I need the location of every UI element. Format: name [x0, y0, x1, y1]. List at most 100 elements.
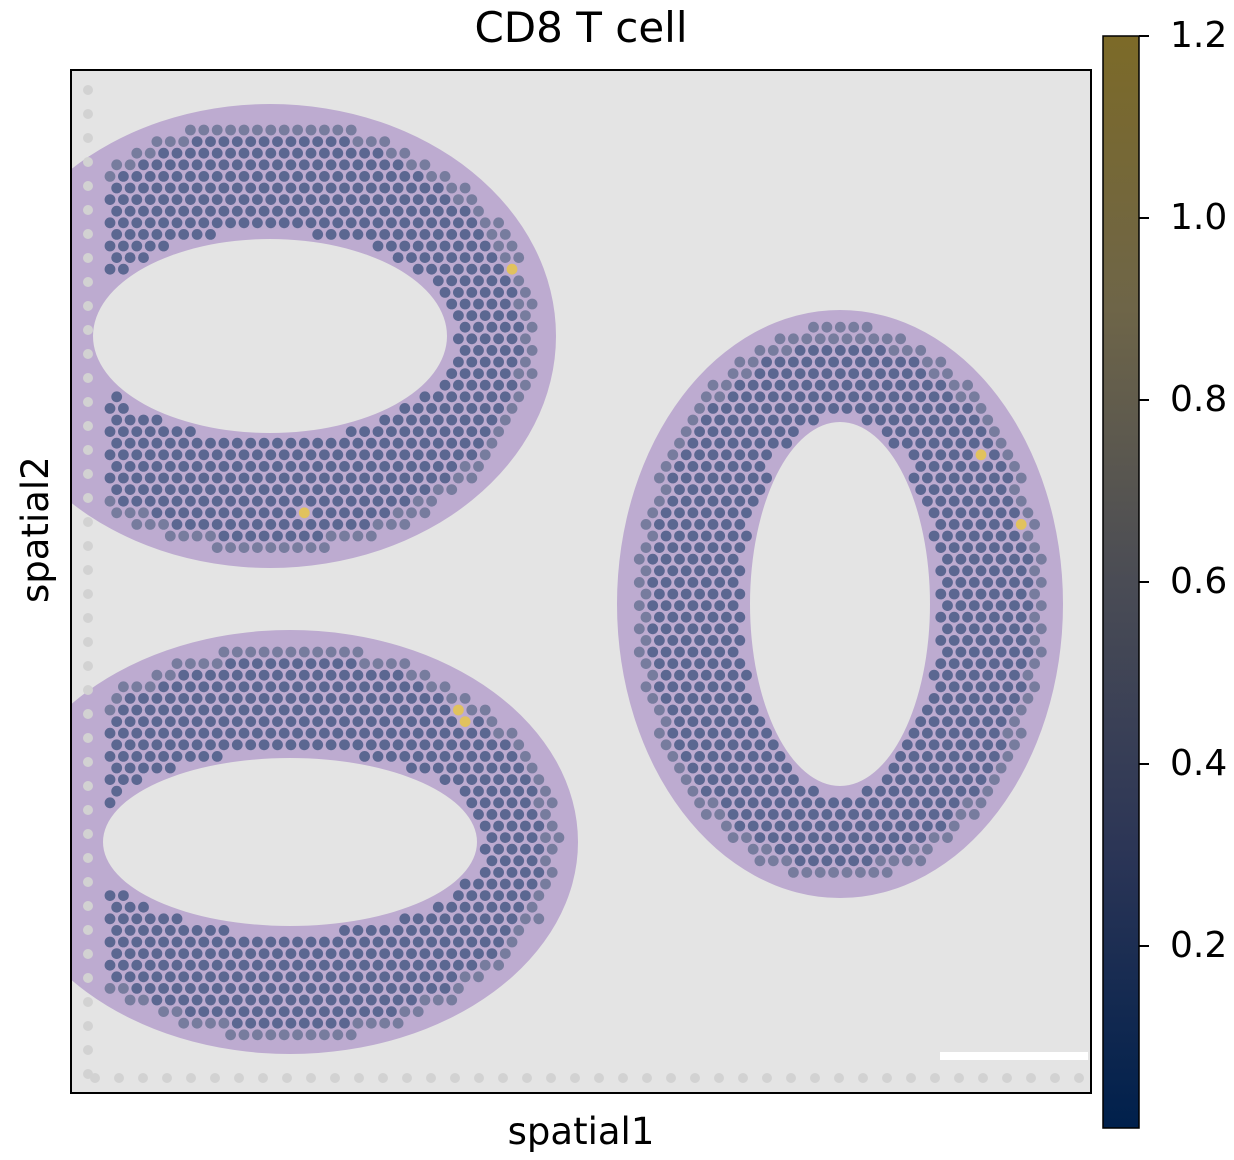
spot [848, 345, 860, 356]
spot [948, 611, 960, 623]
spot [466, 194, 478, 206]
fiducial-dot [810, 1073, 820, 1083]
fiducial-dot [83, 133, 93, 143]
spot [191, 182, 203, 194]
spot [674, 669, 685, 681]
spot [258, 669, 270, 681]
spot [881, 843, 893, 855]
spot [272, 182, 283, 194]
spot [365, 739, 377, 751]
spot [533, 797, 545, 809]
spot [526, 878, 538, 890]
spot [801, 333, 813, 345]
spot [968, 646, 980, 658]
spot [727, 507, 739, 519]
spot [164, 136, 176, 148]
spot [399, 449, 411, 461]
spot [459, 762, 471, 774]
spot [406, 205, 417, 217]
spot [171, 751, 183, 762]
spot [647, 600, 659, 611]
spot [359, 171, 370, 182]
spot [948, 426, 960, 437]
spot [493, 310, 504, 321]
spot [687, 484, 699, 495]
fiducial-dot [330, 1073, 340, 1083]
spot [171, 449, 183, 461]
plot-background [71, 70, 1091, 1093]
spot [727, 693, 739, 704]
spot [138, 159, 149, 171]
spot [761, 727, 772, 739]
spot [453, 263, 464, 275]
spot [379, 994, 391, 1006]
spot [111, 252, 123, 263]
spot [520, 310, 531, 321]
spot [660, 530, 672, 542]
spot [205, 971, 216, 983]
spot [808, 809, 819, 820]
spot [319, 542, 330, 553]
spot [761, 426, 772, 437]
spot [325, 948, 337, 959]
spot [218, 739, 230, 751]
spot [379, 437, 391, 449]
spot [453, 287, 464, 298]
spot [486, 321, 498, 333]
spot [345, 124, 357, 136]
spot [278, 704, 290, 716]
spot [225, 959, 237, 971]
spot [855, 333, 866, 345]
fiducial-dot [83, 229, 93, 239]
spot [131, 472, 143, 484]
spot [513, 391, 525, 403]
spot [205, 484, 216, 495]
spot [144, 519, 156, 530]
spot [1002, 635, 1014, 646]
spot [908, 820, 920, 832]
spot [365, 994, 377, 1006]
spot [185, 426, 196, 437]
spot [104, 403, 116, 414]
spot [1015, 472, 1027, 484]
spot [352, 507, 364, 519]
spot [238, 495, 250, 507]
spot [834, 391, 846, 403]
spot [151, 182, 163, 194]
spot [339, 1017, 350, 1029]
spot [258, 507, 270, 519]
spot [687, 739, 699, 751]
fiducial-dot [83, 805, 93, 815]
spot [252, 124, 263, 136]
spot [211, 449, 223, 461]
spot [118, 890, 129, 901]
spot [975, 426, 987, 437]
spot [1002, 565, 1014, 577]
spot [506, 403, 518, 414]
spot [406, 182, 417, 194]
spot [332, 495, 344, 507]
spot [412, 472, 424, 484]
spot [928, 368, 940, 379]
spot [781, 762, 793, 774]
spot [339, 669, 350, 681]
spot [104, 194, 116, 206]
spot [345, 495, 357, 507]
spot [339, 739, 350, 751]
spot [928, 414, 940, 426]
spot [928, 437, 940, 449]
spot [372, 171, 384, 182]
spot [714, 414, 726, 426]
spot [164, 484, 176, 495]
spot [325, 1017, 337, 1029]
spot [365, 716, 377, 727]
spot [446, 762, 458, 774]
spot [426, 217, 437, 229]
spot [855, 867, 866, 878]
spot [272, 136, 283, 148]
spot [459, 205, 471, 217]
spot [968, 809, 980, 820]
spot [118, 263, 129, 275]
spot [305, 495, 317, 507]
spot [687, 646, 699, 658]
